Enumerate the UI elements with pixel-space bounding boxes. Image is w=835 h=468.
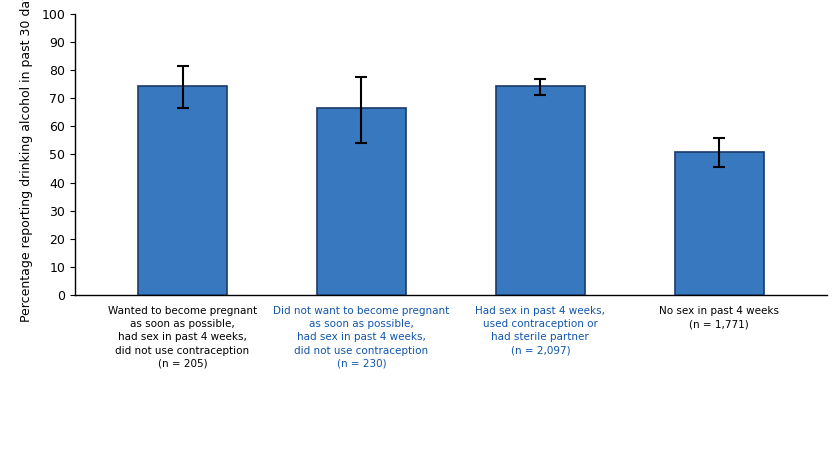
Text: Wanted to become pregnant
as soon as possible,
had sex in past 4 weeks,
did not : Wanted to become pregnant as soon as pos… <box>108 306 257 369</box>
Text: Did not want to become pregnant
as soon as possible,
had sex in past 4 weeks,
di: Did not want to become pregnant as soon … <box>273 306 449 369</box>
Text: Had sex in past 4 weeks,
used contraception or
had sterile partner
(n = 2,097): Had sex in past 4 weeks, used contracept… <box>475 306 605 356</box>
Bar <box>316 108 406 295</box>
Bar <box>138 86 227 295</box>
Bar <box>496 86 585 295</box>
Text: No sex in past 4 weeks
(n = 1,771): No sex in past 4 weeks (n = 1,771) <box>660 306 779 329</box>
Bar <box>675 152 764 295</box>
Y-axis label: Percentage reporting drinking alcohol in past 30 days: Percentage reporting drinking alcohol in… <box>20 0 33 322</box>
